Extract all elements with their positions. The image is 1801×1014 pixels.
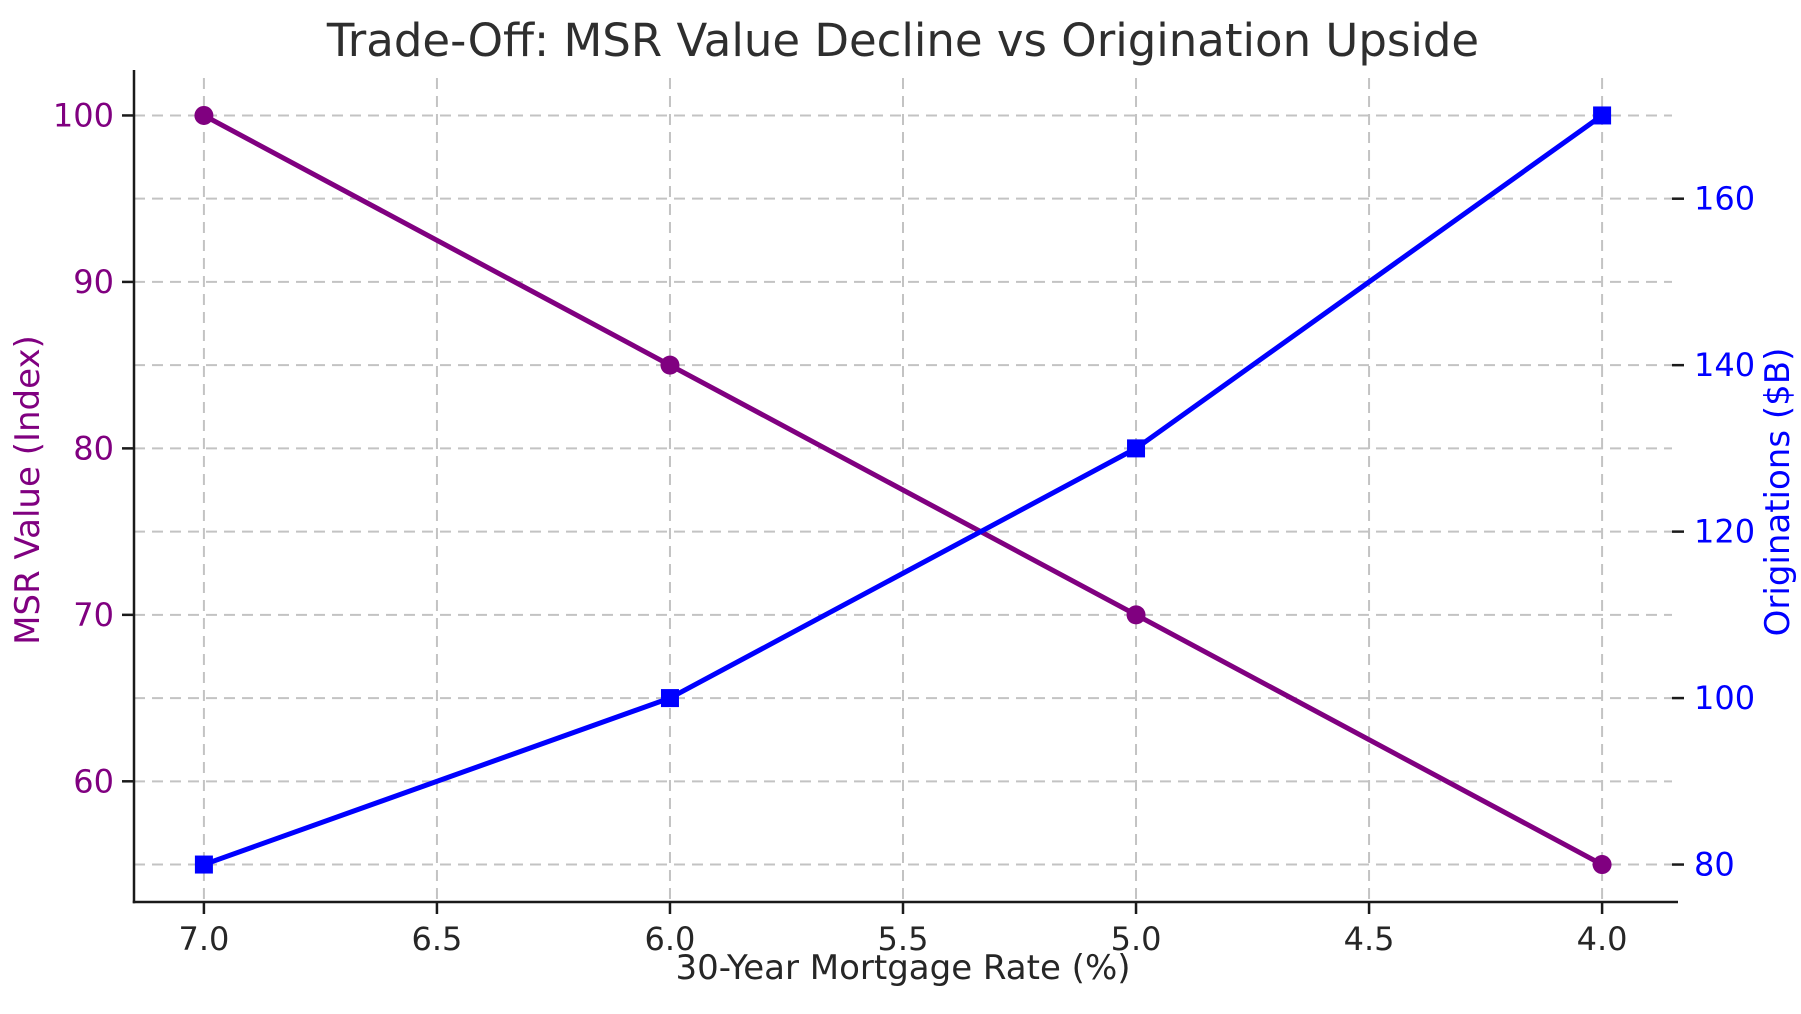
x-axis-label: 30-Year Mortgage Rate (%) (675, 948, 1131, 988)
circle-marker (660, 355, 680, 375)
x-tick-label: 7.0 (178, 920, 229, 958)
chart-title: Trade-Off: MSR Value Decline vs Originat… (326, 14, 1480, 67)
left-y-tick-label: 70 (73, 596, 114, 634)
square-marker (660, 689, 679, 708)
square-marker (194, 855, 213, 874)
right-y-tick-label: 140 (1694, 346, 1755, 384)
left-y-tick-label: 90 (73, 263, 114, 301)
series-line (203, 113, 1604, 867)
square-marker (1127, 439, 1146, 458)
right-y-tick-label: 100 (1694, 679, 1755, 717)
right-axis-label: Originations ($B) (1758, 347, 1798, 637)
circle-marker (1592, 855, 1612, 875)
x-tick-label: 6.5 (411, 920, 462, 958)
x-tick-label: 5.0 (1111, 920, 1162, 958)
left-y-tick-label: 80 (73, 429, 114, 467)
tick-labels: 7.0 6.5 6.0 5.5 5.0 4.5 4.0 60 70 80 90 100 80 100 120… (53, 96, 1755, 958)
x-tick-label: 5.5 (878, 920, 929, 958)
left-y-tick-label: 60 (73, 762, 114, 800)
series-line (202, 113, 1604, 867)
gridlines (134, 78, 1672, 902)
circle-marker (1126, 605, 1146, 625)
left-y-tick-label: 100 (53, 96, 114, 134)
x-tick-label: 4.5 (1344, 920, 1395, 958)
square-marker (1593, 106, 1612, 125)
circle-marker (194, 105, 214, 125)
axes-spines (132, 70, 1678, 904)
right-y-tick-label: 160 (1694, 180, 1755, 218)
x-tick-label: 4.0 (1577, 920, 1628, 958)
right-y-tick-label: 80 (1694, 846, 1735, 884)
left-axis-label: MSR Value (Index) (8, 335, 48, 645)
x-tick-label: 6.0 (645, 920, 696, 958)
originations-series (194, 106, 1612, 874)
tick-marks (122, 114, 1684, 914)
msr-value-series (194, 105, 1612, 875)
right-y-tick-label: 120 (1694, 513, 1755, 551)
